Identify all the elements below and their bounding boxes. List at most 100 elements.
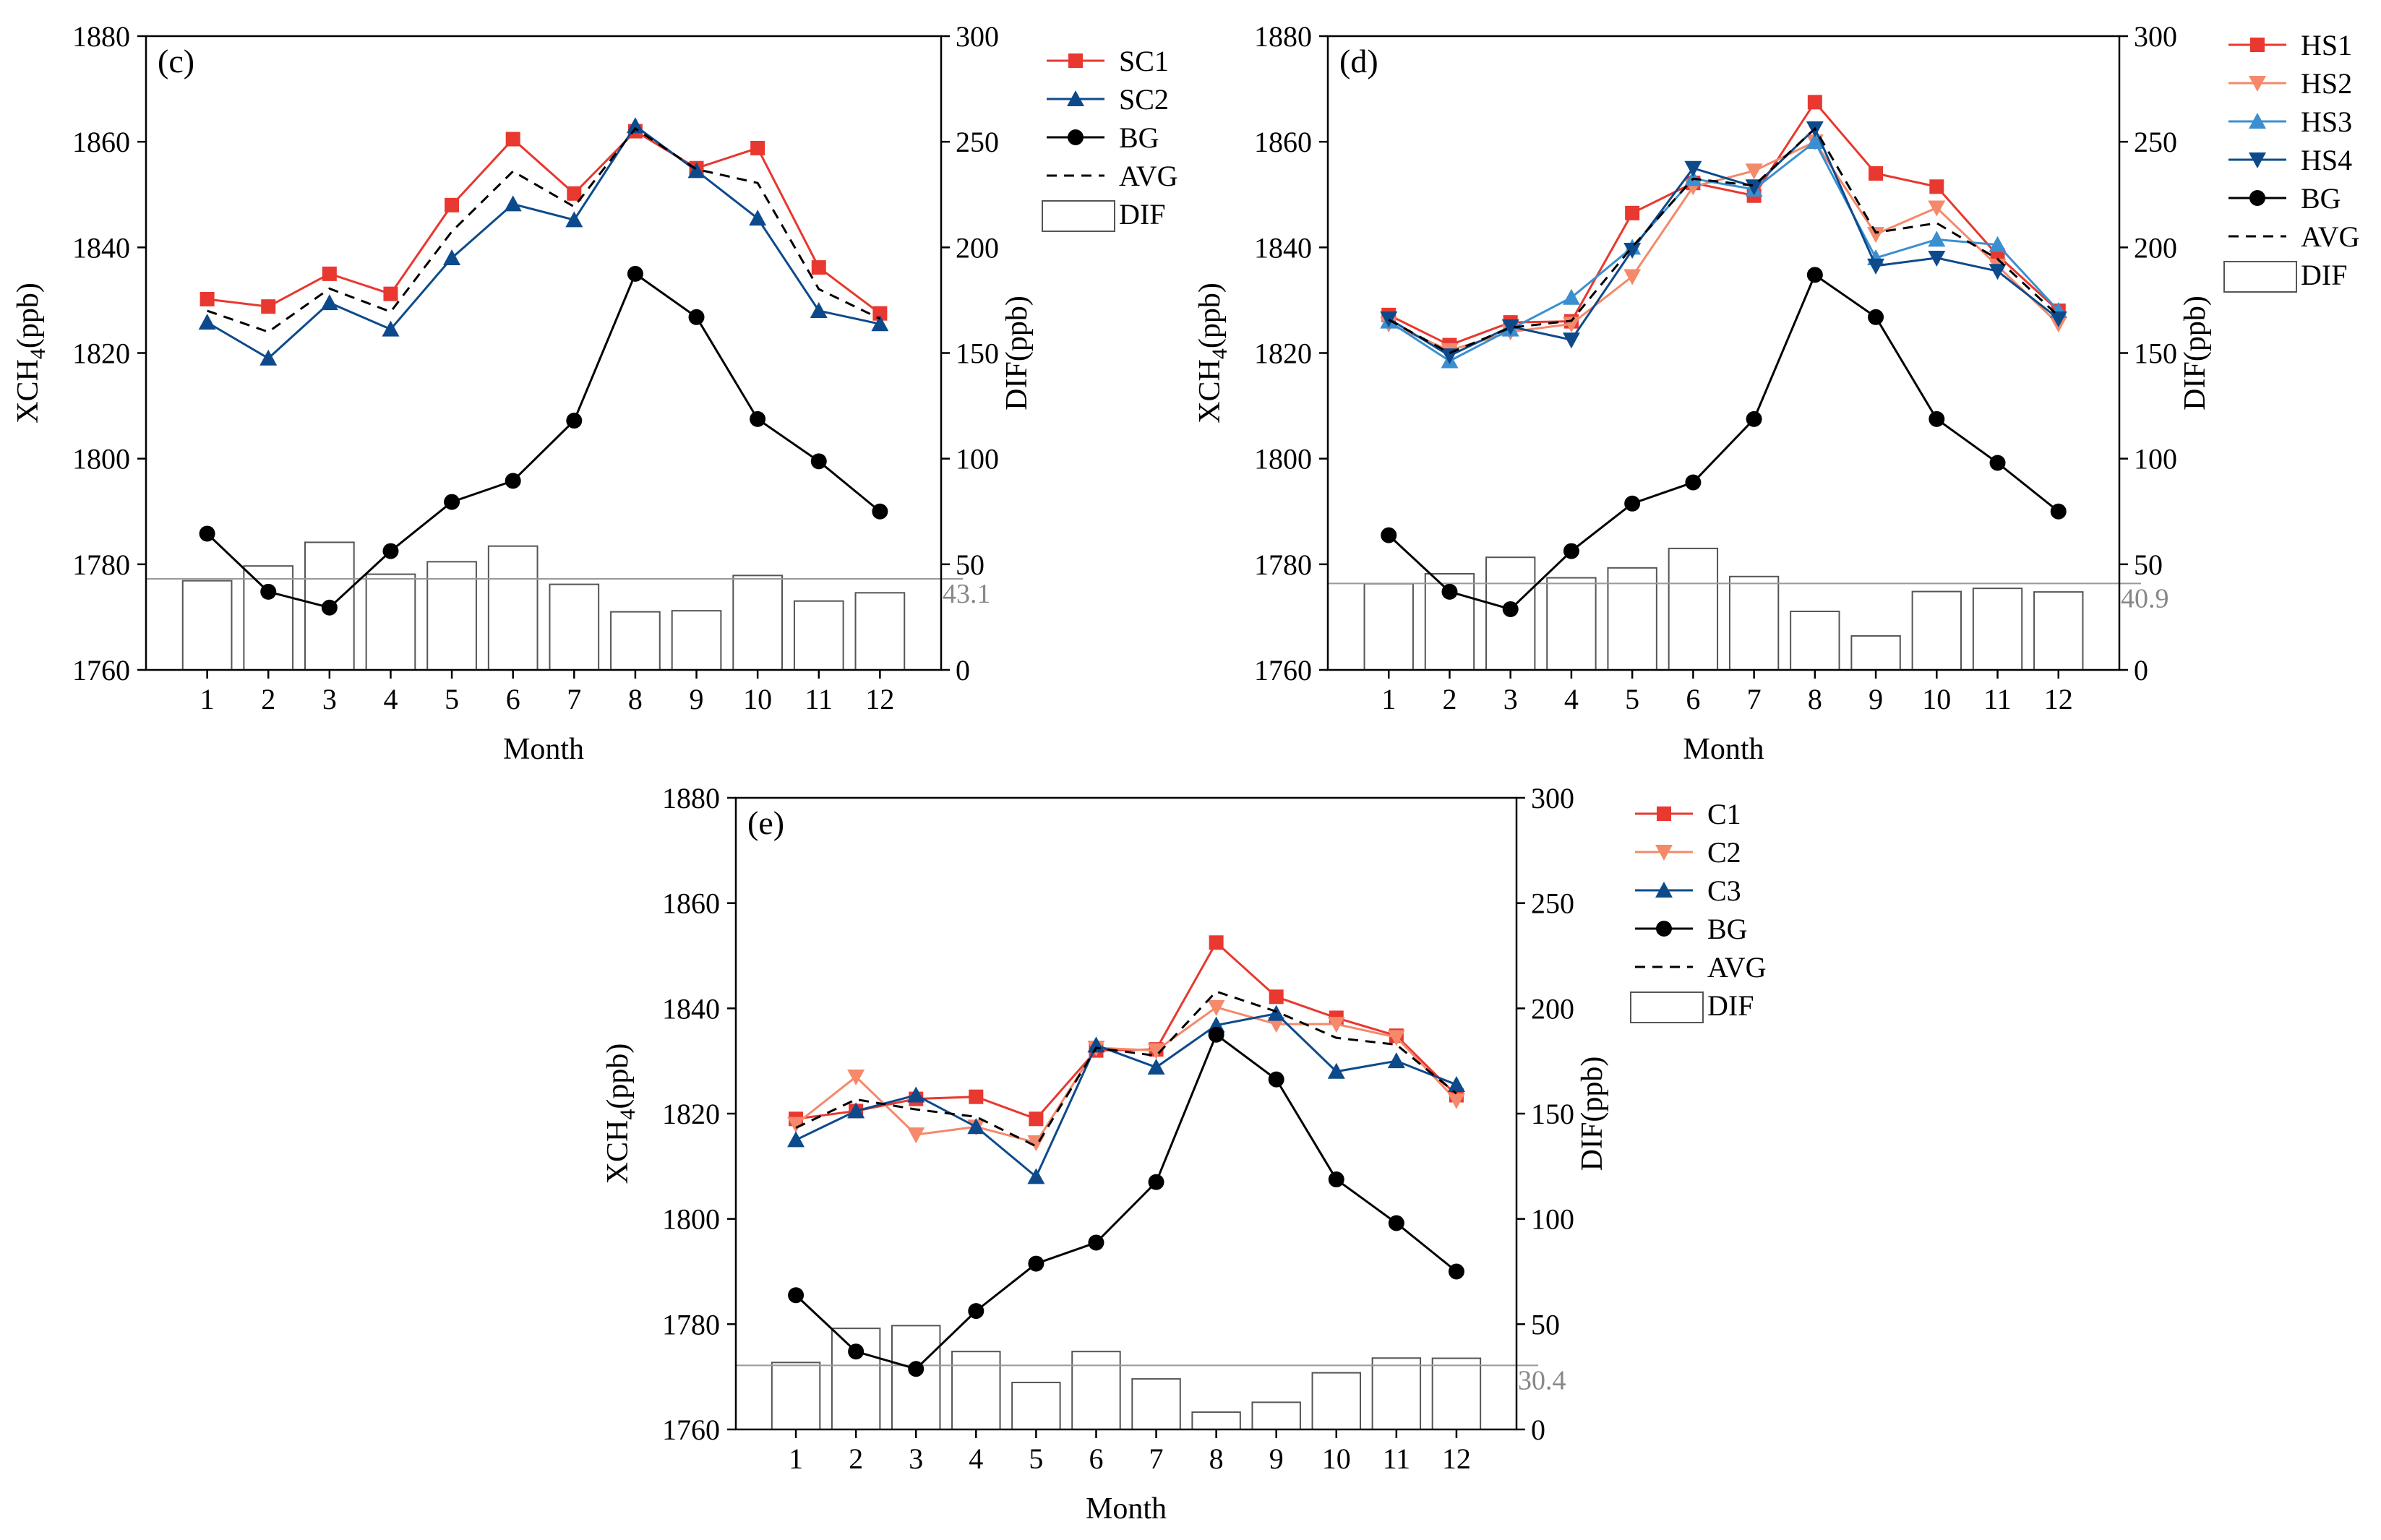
- y2-axis-title: DIF(ppb): [2179, 296, 2212, 410]
- y2-tick-label: 100: [2134, 443, 2177, 476]
- x-tick-label: 10: [1322, 1442, 1351, 1475]
- data-point-c2: [1147, 1043, 1165, 1059]
- y2-tick-label: 300: [956, 20, 999, 53]
- dif-bar: [243, 565, 294, 671]
- data-point-hs4: [1623, 242, 1642, 259]
- y-axis-title-unit: (ppb): [601, 1044, 635, 1109]
- data-point-hs4: [1380, 311, 1398, 327]
- dif-bar: [1191, 1411, 1241, 1431]
- data-point-bg: [1328, 1171, 1344, 1188]
- data-point-sc2: [443, 249, 461, 265]
- x-axis-title: Month: [1683, 733, 1764, 766]
- y2-tick-label: 0: [2134, 654, 2148, 687]
- data-point-bg: [1563, 543, 1579, 559]
- legend-swatch-marker: [2249, 76, 2266, 92]
- y2-tick-label: 250: [1531, 887, 1574, 920]
- x-tick-label: 1: [789, 1442, 803, 1475]
- data-point-bg: [321, 599, 338, 616]
- data-point-sc2: [749, 210, 767, 226]
- series-line-avg: [1388, 126, 2059, 355]
- series-line-avg: [795, 990, 1457, 1148]
- panel-label: (e): [747, 804, 784, 841]
- dif-bar: [426, 561, 477, 671]
- legend-item-sc2: SC2: [1047, 83, 1169, 116]
- x-tick-label: 3: [322, 683, 337, 715]
- data-point-bg: [1088, 1234, 1104, 1251]
- dif-bar: [793, 600, 844, 671]
- series-line-sc1: [207, 129, 881, 314]
- data-point-hs2: [1745, 163, 1763, 180]
- data-point-hs4: [1441, 348, 1459, 365]
- dif-bar: [1371, 1357, 1422, 1431]
- series-line-hs2: [1388, 140, 2059, 352]
- data-point-c2: [787, 1117, 805, 1133]
- data-point-bg: [1746, 410, 1762, 427]
- data-point-hs1: [1869, 166, 1884, 181]
- series-line-c2: [795, 1006, 1458, 1144]
- legend-label: C1: [1707, 798, 1741, 830]
- data-point-bg: [810, 453, 827, 470]
- panel-label: (d): [1339, 43, 1378, 79]
- data-point-bg: [1685, 474, 1702, 491]
- data-point-hs4: [1928, 250, 1946, 267]
- data-point-c2: [1387, 1030, 1405, 1046]
- series-line-sc2: [206, 124, 880, 360]
- series-line-c3: [795, 1012, 1457, 1179]
- data-point-bg: [627, 265, 643, 282]
- legend-item-avg: AVG: [2228, 220, 2360, 253]
- data-point-hs4: [2049, 311, 2067, 327]
- legend-label: AVG: [1119, 160, 1178, 192]
- dif-bar: [1972, 588, 2023, 671]
- dif-bar: [951, 1351, 1001, 1430]
- x-axis-title: Month: [1086, 1492, 1167, 1526]
- y-axis-title-main: XCH: [1193, 359, 1227, 423]
- plot-frame: [145, 35, 943, 671]
- data-point-bg: [1268, 1071, 1284, 1088]
- data-point-bg: [1381, 527, 1397, 543]
- y-tick-label: 1840: [72, 231, 130, 264]
- data-point-bg: [260, 583, 277, 600]
- x-tick-label: 10: [1922, 683, 1951, 715]
- data-point-hs4: [1501, 319, 1519, 335]
- data-point-c1: [1209, 935, 1224, 950]
- x-tick-label: 8: [628, 683, 643, 715]
- dif-bar: [487, 545, 539, 671]
- data-point-bg: [1028, 1255, 1044, 1272]
- y-tick-label: 1860: [662, 887, 720, 920]
- legend-swatch-dif: [1630, 991, 1704, 1023]
- y-tick-label: 1840: [1254, 231, 1312, 264]
- y-axis-title-main: XCH: [601, 1120, 635, 1184]
- y-tick-label: 1780: [72, 549, 130, 581]
- data-point-sc2: [382, 320, 400, 337]
- data-point-bg: [1388, 1215, 1404, 1231]
- legend-item-dif: DIF: [1042, 198, 1165, 232]
- chart-panel-e: 30.4176017801800182018401860188005010015…: [601, 782, 1767, 1526]
- x-tick-label: 5: [445, 683, 459, 715]
- y2-tick-label: 0: [956, 654, 970, 687]
- legend-item-dif: DIF: [2223, 259, 2347, 293]
- series-line-bg: [1388, 273, 2059, 611]
- legend-swatch-marker: [1655, 882, 1673, 898]
- data-point-c3: [1027, 1168, 1045, 1184]
- y-tick-label: 1820: [72, 337, 130, 370]
- data-point-hs4: [1684, 160, 1702, 177]
- data-point-sc2: [626, 117, 644, 134]
- x-tick-label: 8: [1209, 1442, 1224, 1475]
- dif-bar: [1546, 577, 1597, 671]
- y2-tick-label: 200: [2134, 231, 2177, 264]
- data-point-hs2: [1928, 200, 1946, 217]
- y2-tick-label: 200: [1531, 992, 1574, 1025]
- x-tick-label: 5: [1625, 683, 1639, 715]
- data-point-c3: [1387, 1052, 1405, 1069]
- x-tick-label: 7: [1747, 683, 1762, 715]
- x-tick-label: 12: [2044, 683, 2073, 715]
- dif-bar: [891, 1325, 941, 1431]
- data-point-sc2: [259, 349, 278, 366]
- legend-swatch-marker: [2249, 152, 2266, 168]
- data-point-c3: [847, 1102, 865, 1119]
- dif-bar: [1911, 590, 1962, 671]
- legend-label: C3: [1707, 874, 1741, 907]
- data-point-c3: [1327, 1062, 1345, 1079]
- data-point-sc2: [565, 211, 583, 228]
